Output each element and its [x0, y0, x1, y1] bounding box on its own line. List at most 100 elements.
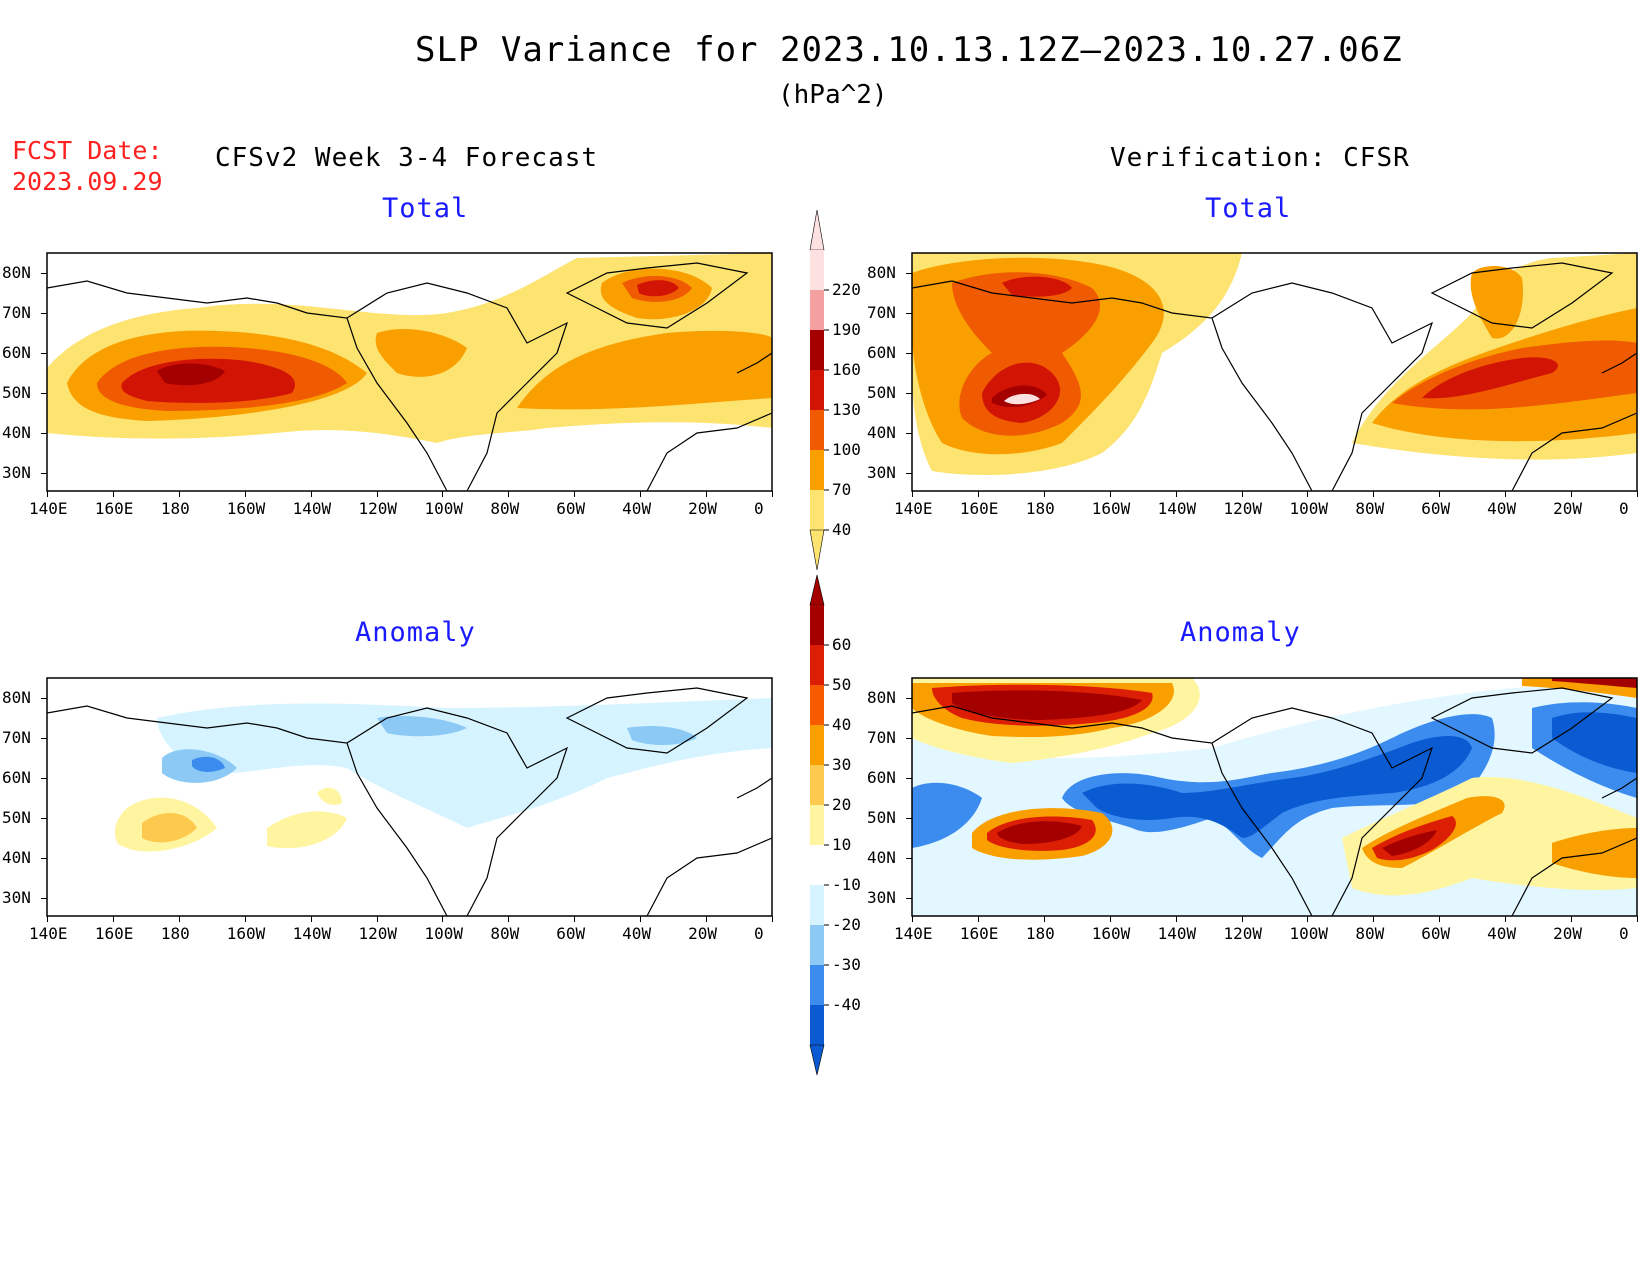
y-tick-label: 30N — [867, 463, 896, 482]
y-tick-mark — [41, 818, 47, 819]
x-tick-mark — [706, 491, 708, 497]
x-tick-mark — [1175, 916, 1177, 922]
y-tick-label: 80N — [2, 263, 31, 282]
x-tick-mark — [574, 916, 576, 922]
y-tick-label: 40N — [2, 423, 31, 442]
x-tick-label: 20W — [1553, 924, 1582, 943]
x-tick-mark — [178, 491, 180, 497]
x-tick-label: 160W — [1091, 924, 1131, 943]
coastline — [47, 687, 772, 916]
x-tick-label: 160E — [959, 924, 999, 943]
y-tick-mark — [906, 858, 912, 859]
x-tick-mark — [1571, 916, 1573, 922]
y-tick-mark — [906, 313, 912, 314]
x-tick-label: 180 — [160, 924, 190, 943]
y-tick-label: 50N — [2, 808, 31, 827]
field-blue-west — [912, 782, 982, 848]
y-tick-mark — [41, 473, 47, 474]
x-tick-label: 100W — [1289, 924, 1328, 943]
x-tick-mark — [1505, 491, 1507, 497]
x-tick-mark — [1307, 916, 1309, 922]
y-tick-label: 30N — [2, 463, 31, 482]
x-tick-label: 100W — [424, 924, 463, 943]
field-orange-canada — [375, 328, 467, 377]
field-blue-greenland — [627, 726, 697, 745]
colorbar-total-label: 70 — [832, 480, 851, 499]
x-tick-label: 40W — [1487, 499, 1517, 518]
y-tick-mark — [906, 473, 912, 474]
y-tick-mark — [906, 273, 912, 274]
x-tick-label: 60W — [1421, 499, 1451, 518]
x-tick-label: 0 — [1619, 924, 1629, 943]
y-tick-mark — [41, 738, 47, 739]
x-tick-label: 140W — [1157, 499, 1197, 518]
y-tick-label: 70N — [867, 728, 896, 747]
y-tick-label: 60N — [2, 768, 31, 787]
field-lightorange — [142, 812, 197, 843]
colorbar-total-label: 100 — [832, 440, 861, 459]
colorbar-anomaly-label: 60 — [832, 635, 851, 654]
panel-label-forecast-anomaly: Anomaly — [355, 617, 476, 648]
x-tick-label: 60W — [556, 924, 586, 943]
colorbar-anomaly-swatch — [810, 765, 824, 805]
x-tick-mark — [706, 916, 708, 922]
field-red-atlantic — [1422, 357, 1558, 399]
y-tick-mark — [906, 738, 912, 739]
y-tick-mark — [906, 818, 912, 819]
field-darkred — [157, 363, 225, 386]
x-tick-label: 140E — [29, 499, 68, 518]
x-tick-label: 40W — [622, 924, 652, 943]
x-tick-label: 100W — [424, 499, 463, 518]
x-tick-mark — [912, 491, 913, 497]
colorbar-total-swatch — [810, 490, 824, 530]
x-tick-mark — [1241, 491, 1243, 497]
y-tick-label: 50N — [2, 383, 31, 402]
units-label: (hPa^2) — [778, 80, 888, 110]
colorbar-total-swatch — [810, 410, 824, 450]
colorbar-anomaly-swatch — [810, 885, 824, 925]
x-tick-mark — [442, 491, 444, 497]
map-panel-forecast-anomaly — [46, 677, 773, 917]
x-tick-label: 140E — [29, 924, 68, 943]
x-tick-mark — [1505, 916, 1507, 922]
x-tick-mark — [1109, 916, 1111, 922]
field-darkblue-main — [1082, 736, 1472, 838]
y-tick-mark — [41, 313, 47, 314]
x-tick-label: 160W — [226, 924, 266, 943]
x-tick-mark — [1637, 491, 1638, 497]
y-tick-label: 60N — [867, 768, 896, 787]
x-tick-label: 80W — [1355, 499, 1385, 518]
colorbar-total-label: 130 — [832, 400, 861, 419]
y-tick-mark — [906, 393, 912, 394]
y-tick-mark — [906, 353, 912, 354]
x-tick-mark — [47, 491, 48, 497]
colorbar-total-swatch — [810, 450, 824, 490]
field-lightblue — [157, 698, 772, 828]
colorbar-total: 220 190 160 130 100 70 40 — [809, 209, 861, 571]
map-panel-forecast-total — [46, 252, 773, 492]
colorbar-anomaly-swatch — [810, 645, 824, 685]
x-tick-label: 40W — [1487, 924, 1517, 943]
y-tick-label: 30N — [2, 888, 31, 907]
x-tick-label: 140W — [1157, 924, 1197, 943]
field-darkred-atlantic — [1382, 830, 1437, 856]
y-tick-label: 60N — [867, 343, 896, 362]
x-tick-mark — [772, 491, 773, 497]
field-darkred-central — [997, 821, 1082, 844]
colorbar-anomaly-swatch — [810, 725, 824, 765]
x-tick-mark — [1439, 491, 1441, 497]
y-tick-label: 80N — [867, 688, 896, 707]
x-tick-label: 120W — [1223, 924, 1263, 943]
x-tick-mark — [310, 491, 312, 497]
x-tick-label: 120W — [358, 499, 398, 518]
x-tick-mark — [1241, 916, 1243, 922]
y-tick-mark — [906, 898, 912, 899]
coastline — [47, 262, 772, 491]
y-tick-label: 80N — [867, 263, 896, 282]
x-tick-label: 160E — [959, 499, 999, 518]
x-tick-mark — [112, 916, 114, 922]
x-tick-label: 120W — [1223, 499, 1263, 518]
y-tick-label: 40N — [2, 848, 31, 867]
x-tick-label: 80W — [490, 924, 520, 943]
y-tick-label: 70N — [867, 303, 896, 322]
